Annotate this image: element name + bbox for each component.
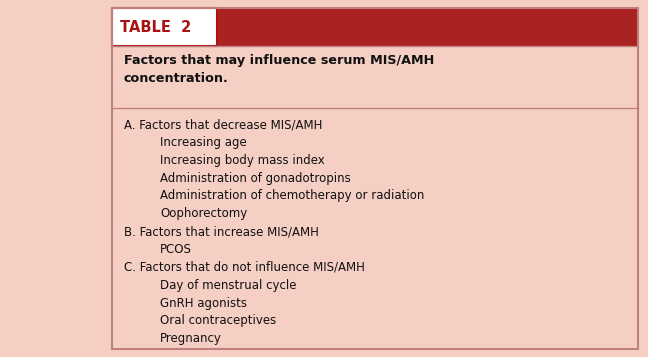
Bar	[112, 8, 638, 46]
Bar	[112, 8, 638, 349]
Text: PCOS: PCOS	[160, 243, 192, 256]
Bar	[112, 46, 638, 108]
Text: Pregnancy: Pregnancy	[160, 332, 222, 345]
Text: Oral contraceptives: Oral contraceptives	[160, 315, 276, 327]
Text: Oophorectomy: Oophorectomy	[160, 207, 248, 220]
Bar	[112, 8, 638, 349]
Text: A. Factors that decrease MIS/AMH: A. Factors that decrease MIS/AMH	[124, 118, 322, 131]
Text: Day of menstrual cycle: Day of menstrual cycle	[160, 279, 297, 292]
Bar	[112, 8, 217, 46]
Text: Administration of chemotherapy or radiation: Administration of chemotherapy or radiat…	[160, 190, 424, 202]
Text: C. Factors that do not influence MIS/AMH: C. Factors that do not influence MIS/AMH	[124, 261, 365, 274]
Text: Administration of gonadotropins: Administration of gonadotropins	[160, 172, 351, 185]
Text: GnRH agonists: GnRH agonists	[160, 297, 247, 310]
Text: TABLE  2: TABLE 2	[120, 20, 191, 35]
Text: B. Factors that increase MIS/AMH: B. Factors that increase MIS/AMH	[124, 225, 319, 238]
Text: Increasing body mass index: Increasing body mass index	[160, 154, 325, 167]
Text: Increasing age: Increasing age	[160, 136, 247, 149]
Text: Factors that may influence serum MIS/AMH
concentration.: Factors that may influence serum MIS/AMH…	[124, 54, 434, 85]
